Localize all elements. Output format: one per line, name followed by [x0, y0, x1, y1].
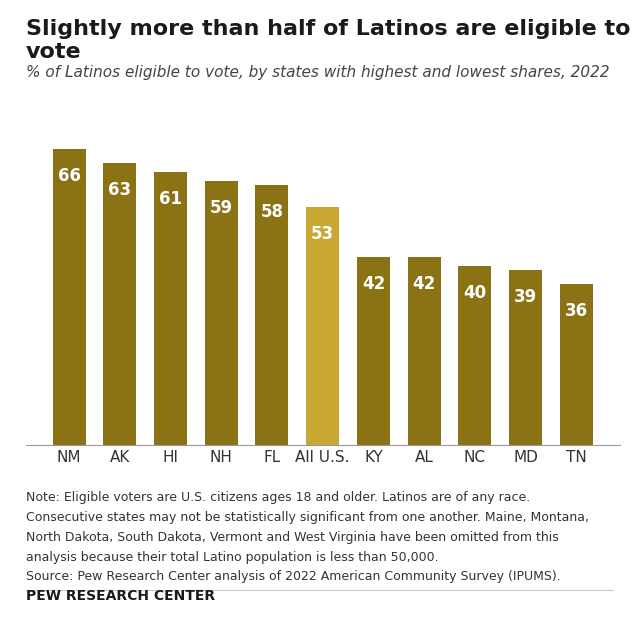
Text: 39: 39 — [514, 288, 537, 306]
Text: 40: 40 — [463, 284, 486, 302]
Text: 59: 59 — [210, 198, 233, 216]
Text: 58: 58 — [261, 203, 284, 221]
Text: 63: 63 — [108, 180, 132, 198]
Text: Source: Pew Research Center analysis of 2022 American Community Survey (IPUMS).: Source: Pew Research Center analysis of … — [26, 570, 560, 583]
Text: North Dakota, South Dakota, Vermont and West Virginia have been omitted from thi: North Dakota, South Dakota, Vermont and … — [26, 531, 558, 544]
Text: PEW RESEARCH CENTER: PEW RESEARCH CENTER — [26, 588, 215, 603]
Bar — [560, 284, 593, 445]
Bar — [357, 257, 390, 445]
Text: Note: Eligible voters are U.S. citizens ages 18 and older. Latinos are of any ra: Note: Eligible voters are U.S. citizens … — [26, 491, 530, 504]
Text: 66: 66 — [58, 167, 81, 185]
Bar — [306, 208, 339, 445]
Bar — [52, 149, 86, 445]
Text: 53: 53 — [311, 226, 334, 243]
Text: 42: 42 — [413, 274, 436, 293]
Bar — [256, 185, 288, 445]
Text: analysis because their total Latino population is less than 50,000.: analysis because their total Latino popu… — [26, 551, 438, 564]
Text: Slightly more than half of Latinos are eligible to vote: Slightly more than half of Latinos are e… — [26, 19, 630, 62]
Bar — [154, 172, 187, 445]
Bar — [104, 163, 136, 445]
Text: 42: 42 — [362, 274, 385, 293]
Text: % of Latinos eligible to vote, by states with highest and lowest shares, 2022: % of Latinos eligible to vote, by states… — [26, 65, 609, 80]
Bar — [408, 257, 441, 445]
Bar — [204, 180, 238, 445]
Bar — [509, 270, 542, 445]
Text: 36: 36 — [565, 302, 588, 320]
Text: Consecutive states may not be statistically significant from one another. Maine,: Consecutive states may not be statistica… — [26, 511, 589, 524]
Bar — [458, 266, 491, 445]
Text: 61: 61 — [159, 190, 182, 208]
